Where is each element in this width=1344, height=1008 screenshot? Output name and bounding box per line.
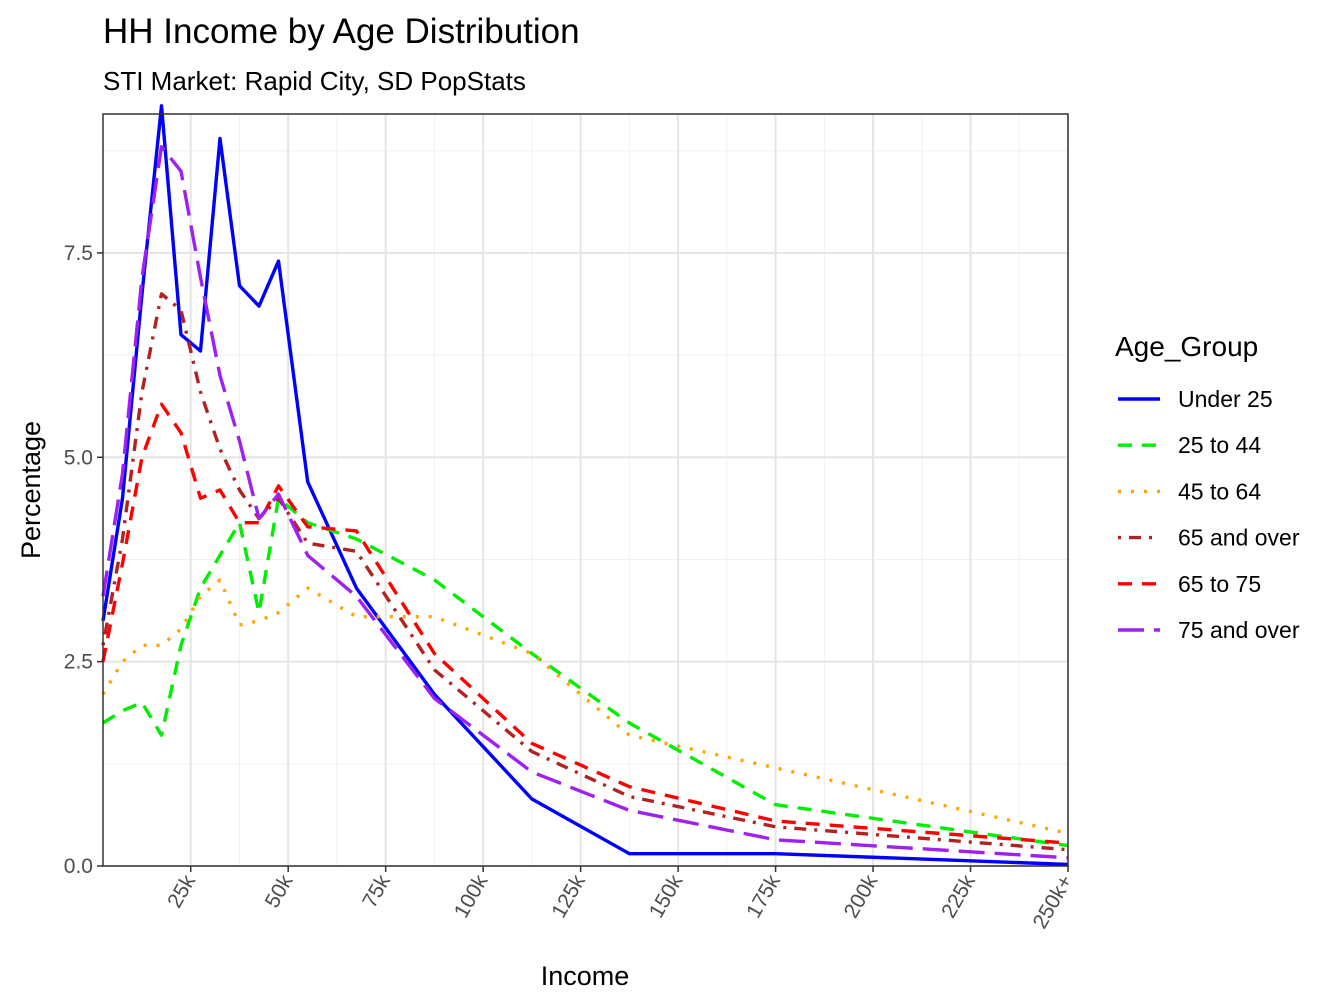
x-tick-label: 125k (547, 871, 590, 922)
x-tick-label: 150k (645, 871, 688, 922)
x-tick-label: 250k+ (1029, 871, 1078, 933)
legend: Age_Group Under 25 25 to 44 45 to 64 65 and… (1115, 331, 1300, 643)
legend-label-3: 45 to 64 (1178, 478, 1261, 504)
panel-border (102, 113, 1069, 867)
legend-title: Age_Group (1115, 331, 1258, 362)
x-tick-label: 100k (450, 871, 493, 922)
legend-label-2: 25 to 44 (1178, 432, 1261, 458)
series-lines (101, 104, 1069, 867)
x-tick-label: 50k (261, 871, 298, 912)
x-axis: 25k 50k 75k 100k 125k 150k 175k 200k 225k 250k+ (163, 866, 1077, 933)
x-tick-label: 75k (358, 871, 395, 912)
grid (102, 114, 1069, 867)
x-tick-label: 225k (937, 871, 980, 922)
x-tick-label: 200k (840, 871, 883, 922)
chart-subtitle: STI Market: Rapid City, SD PopStats (103, 66, 526, 96)
y-tick-label: 7.5 (64, 242, 93, 265)
series-line-1 (101, 104, 1069, 867)
y-axis: 0.0 2.5 5.0 7.5 (64, 242, 103, 878)
y-tick-label: 2.5 (64, 651, 93, 674)
y-tick-label: 5.0 (64, 446, 93, 469)
x-tick-label: 175k (742, 871, 785, 922)
series-line-5 (101, 402, 1069, 845)
chart-title: HH Income by Age Distribution (103, 12, 580, 51)
x-tick-label: 25k (163, 871, 200, 912)
series-line-3 (101, 578, 1069, 835)
legend-label-4: 65 and over (1178, 525, 1300, 551)
series-line-6 (101, 144, 1069, 860)
legend-label-5: 65 to 75 (1178, 571, 1261, 597)
y-tick-label: 0.0 (64, 855, 93, 878)
x-axis-title: Income (541, 961, 630, 991)
legend-label-6: 75 and over (1178, 617, 1300, 643)
y-axis-title: Percentage (16, 421, 46, 559)
legend-label-1: Under 25 (1178, 386, 1273, 412)
